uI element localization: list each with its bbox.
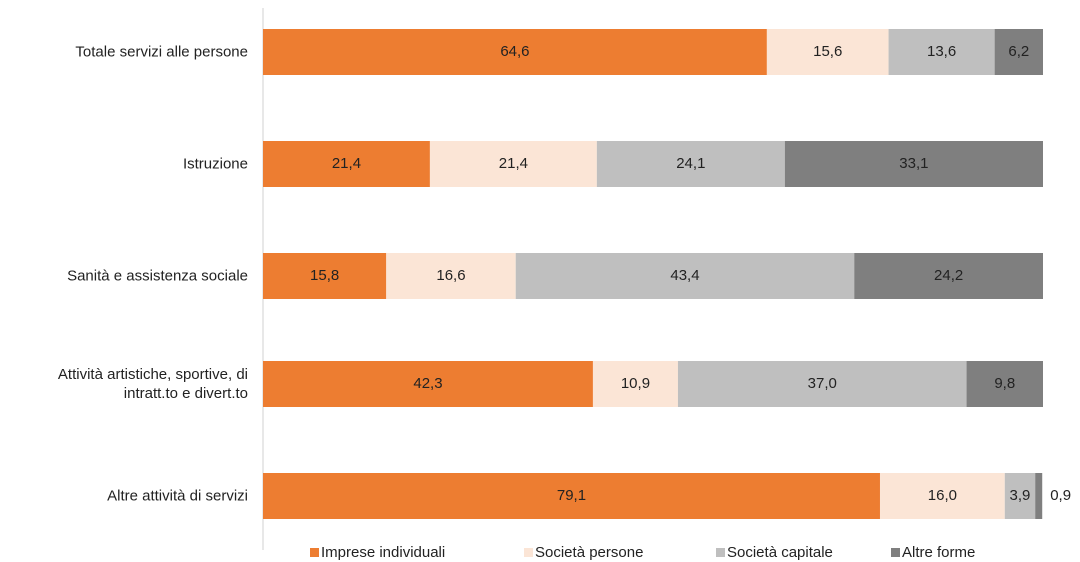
bar-segment: [263, 361, 593, 407]
category-label: Istruzione: [182, 155, 248, 173]
bar-segment: [263, 473, 880, 519]
bar-segment: [263, 141, 430, 187]
category-label: Sanità e assistenza sociale: [67, 267, 248, 285]
legend-swatch: [310, 548, 319, 557]
value-label: 21,4: [332, 155, 361, 172]
value-label: 6,2: [1008, 43, 1029, 60]
bar-segment: [263, 253, 387, 299]
value-label: 16,6: [436, 267, 465, 284]
value-label: 64,6: [500, 43, 529, 60]
bar-segment: [766, 29, 889, 75]
value-label: 42,3: [413, 375, 442, 392]
bar-segment: [888, 29, 995, 75]
value-label: 33,1: [899, 155, 928, 172]
value-label: 10,9: [621, 375, 650, 392]
value-label: 15,6: [813, 43, 842, 60]
value-label: 21,4: [499, 155, 528, 172]
legend-label: Società capitale: [727, 544, 833, 561]
category-label: Altre attività di servizi: [107, 487, 248, 505]
legend-swatch: [716, 548, 725, 557]
value-label: 37,0: [808, 375, 837, 392]
bar-segment: [784, 141, 1043, 187]
bar-segment: [854, 253, 1043, 299]
value-label: 16,0: [928, 487, 957, 504]
value-label: 24,2: [934, 267, 963, 284]
bar-segment: [263, 29, 767, 75]
legend-swatch: [891, 548, 900, 557]
bar-segment: [596, 141, 785, 187]
bar-segment: [1004, 473, 1036, 519]
value-label: 0,9: [1050, 487, 1071, 504]
value-label: 43,4: [670, 267, 699, 284]
value-label: 79,1: [557, 487, 586, 504]
value-label: 15,8: [310, 267, 339, 284]
legend-label: Società persone: [535, 544, 643, 561]
bar-segment: [966, 361, 1043, 407]
value-label: 3,9: [1010, 487, 1031, 504]
bar-segment: [429, 141, 597, 187]
bar-segment: [1035, 473, 1043, 519]
bar-segment: [592, 361, 678, 407]
legend-label: Altre forme: [902, 544, 975, 561]
legend-label: Imprese individuali: [321, 544, 445, 561]
bar-segment: [515, 253, 855, 299]
category-label: Totale servizi alle persone: [75, 43, 248, 61]
bar-segment: [879, 473, 1005, 519]
bar-segment: [386, 253, 516, 299]
bar-segment: [677, 361, 967, 407]
value-label: 13,6: [927, 43, 956, 60]
legend-swatch: [524, 548, 533, 557]
value-label: 9,8: [994, 375, 1015, 392]
value-label: 24,1: [676, 155, 705, 172]
bar-segment: [994, 29, 1043, 75]
category-label: Attività artistiche, sportive, di intrat…: [57, 366, 248, 402]
